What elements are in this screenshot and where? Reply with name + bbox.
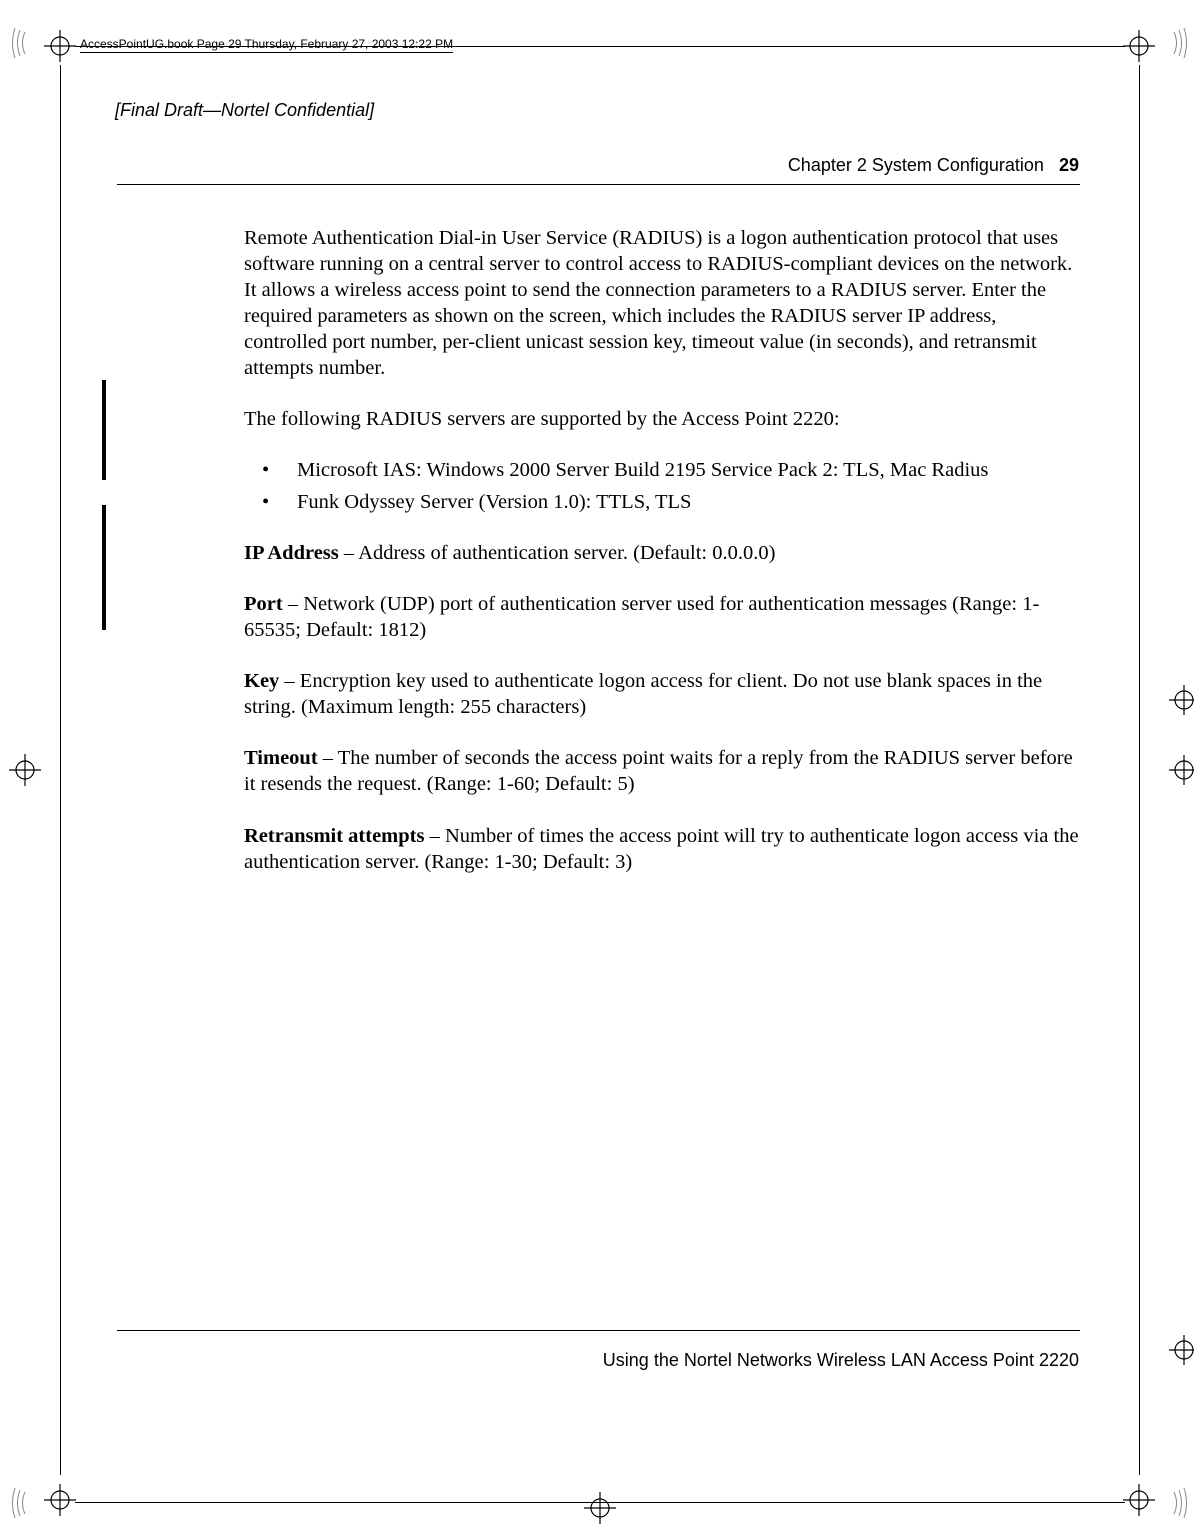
- crop-mark-right-mid3: [1169, 1330, 1199, 1370]
- crop-mark-right-mid2: [1169, 750, 1199, 790]
- ip-label: IP Address: [244, 542, 339, 564]
- crop-right-line: [1139, 65, 1140, 1475]
- paragraph-retransmit: Retransmit attempts – Number of times th…: [244, 823, 1079, 875]
- print-header: AccessPointUG.book Page 29 Thursday, Feb…: [80, 37, 453, 53]
- crop-mark-top-left: [10, 18, 80, 68]
- chapter-label: Chapter 2 System Configuration: [788, 155, 1044, 175]
- header-rule: [117, 184, 1080, 185]
- port-text: – Network (UDP) port of authentication s…: [244, 593, 1039, 641]
- list-item: Funk Odyssey Server (Version 1.0): TTLS,…: [244, 489, 1079, 515]
- crop-mark-bottom-center: [580, 1488, 620, 1528]
- paragraph-key: Key – Encryption key used to authenticat…: [244, 668, 1079, 720]
- page-number: 29: [1059, 155, 1079, 175]
- key-text: – Encryption key used to authenticate lo…: [244, 670, 1042, 718]
- paragraph-supported-servers: The following RADIUS servers are support…: [244, 406, 1079, 432]
- footer-rule: [117, 1330, 1080, 1331]
- crop-bottom-line: [75, 1502, 1125, 1503]
- paragraph-port: Port – Network (UDP) port of authenticat…: [244, 591, 1079, 643]
- crop-mark-right-mid: [1169, 680, 1199, 720]
- crop-mark-left-mid: [0, 750, 45, 790]
- revision-bar-1: [102, 380, 106, 480]
- paragraph-timeout: Timeout – The number of seconds the acce…: [244, 745, 1079, 797]
- body-content: Remote Authentication Dial-in User Servi…: [244, 225, 1079, 900]
- crop-mark-top-right: [1119, 18, 1189, 68]
- list-item: Microsoft IAS: Windows 2000 Server Build…: [244, 457, 1079, 483]
- server-list: Microsoft IAS: Windows 2000 Server Build…: [244, 457, 1079, 515]
- confidential-tag: [Final Draft—Nortel Confidential]: [115, 100, 374, 121]
- revision-bar-2: [102, 505, 106, 630]
- ip-text: – Address of authentication server. (Def…: [339, 542, 776, 564]
- crop-mark-bottom-right: [1119, 1478, 1189, 1528]
- footer-text: Using the Nortel Networks Wireless LAN A…: [603, 1350, 1079, 1371]
- crop-mark-bottom-left: [10, 1478, 80, 1528]
- crop-left-line: [60, 65, 61, 1475]
- chapter-header: Chapter 2 System Configuration 29: [788, 155, 1079, 176]
- timeout-text: – The number of seconds the access point…: [244, 747, 1073, 795]
- key-label: Key: [244, 670, 279, 692]
- retransmit-label: Retransmit attempts: [244, 825, 424, 847]
- timeout-label: Timeout: [244, 747, 318, 769]
- paragraph-radius-intro: Remote Authentication Dial-in User Servi…: [244, 225, 1079, 381]
- paragraph-ip: IP Address – Address of authentication s…: [244, 540, 1079, 566]
- print-header-text: AccessPointUG.book Page 29 Thursday, Feb…: [80, 37, 453, 51]
- port-label: Port: [244, 593, 283, 615]
